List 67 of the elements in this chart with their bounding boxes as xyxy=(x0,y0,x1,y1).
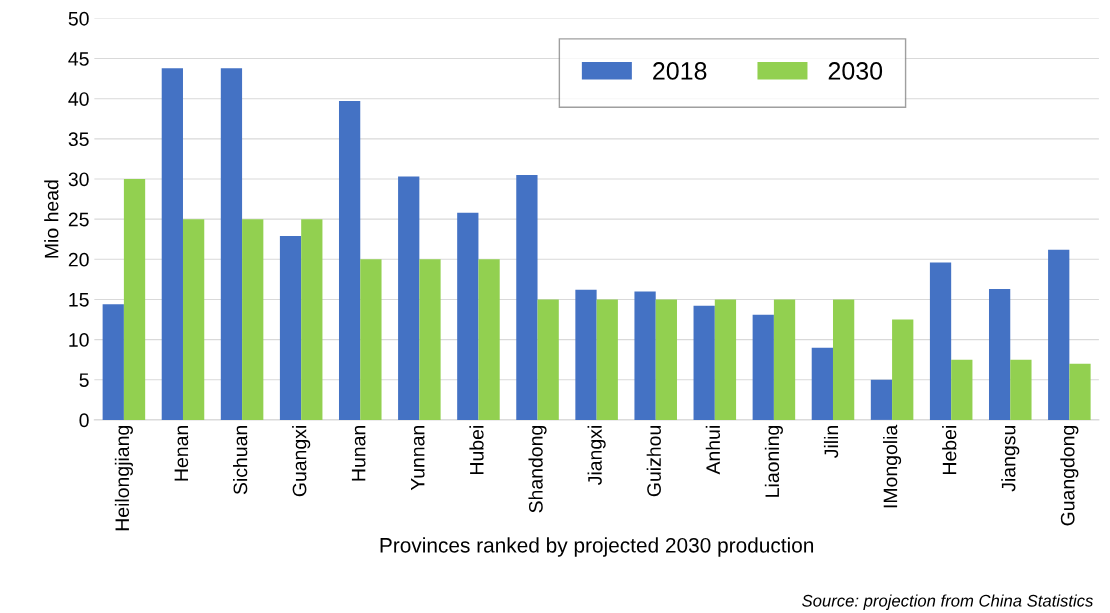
bar xyxy=(832,299,855,420)
bar xyxy=(951,359,973,420)
source-note: Source: projection from China Statistics xyxy=(802,594,1094,610)
bar xyxy=(811,347,833,420)
y-tick-label: 35 xyxy=(68,132,89,147)
bar xyxy=(123,179,146,420)
bar xyxy=(161,68,183,420)
legend-label: 2018 xyxy=(653,62,707,80)
x-tick-label: Guangdong xyxy=(1060,426,1079,526)
y-tick-label: 25 xyxy=(68,212,89,227)
bar xyxy=(714,299,737,420)
bar xyxy=(279,236,302,420)
bar xyxy=(892,319,914,420)
bar xyxy=(1048,249,1070,420)
bar xyxy=(1069,363,1091,420)
x-tick-label: Guangxi xyxy=(292,426,311,497)
y-tick-label: 50 xyxy=(68,11,89,26)
bar xyxy=(242,219,264,420)
bar xyxy=(478,259,500,420)
bar xyxy=(1010,359,1032,420)
bar xyxy=(773,299,796,420)
x-tick-label: Heilongjiang xyxy=(114,426,133,531)
bar xyxy=(929,262,952,420)
x-tick-label: Liaoning xyxy=(764,426,783,497)
y-tick-label: 5 xyxy=(79,373,89,387)
y-tick-label: 40 xyxy=(68,92,89,106)
x-tick-label: Guizhou xyxy=(646,426,661,497)
legend-label: 2030 xyxy=(828,62,883,80)
y-tick-label: 45 xyxy=(68,52,89,66)
bar xyxy=(988,289,1011,420)
bar xyxy=(419,259,441,420)
x-tick-label: Hebei xyxy=(942,426,957,474)
bar xyxy=(338,101,361,420)
bar xyxy=(634,291,656,420)
bar xyxy=(220,68,243,420)
bar xyxy=(537,299,559,420)
x-tick-label: Sichuan xyxy=(233,426,248,495)
bar xyxy=(301,219,323,420)
x-tick-label: Shandong xyxy=(528,426,547,513)
x-tick-label: Yunnan xyxy=(411,426,425,491)
bar xyxy=(102,304,124,420)
bar xyxy=(182,219,205,420)
y-axis-title: Mio head xyxy=(44,180,59,258)
bar xyxy=(398,176,420,420)
y-tick-label: 15 xyxy=(69,293,89,307)
x-tick-label: Anhui xyxy=(705,426,721,475)
x-tick-label: Jiangsu xyxy=(1001,426,1020,492)
y-tick-label: 20 xyxy=(68,252,89,267)
y-tick-label: 0 xyxy=(79,413,89,428)
x-tick-label: IMongolia xyxy=(883,424,902,508)
bar xyxy=(870,379,893,420)
x-tick-label: Jiangxi xyxy=(587,426,606,485)
x-tick-label: Hubei xyxy=(469,426,484,474)
x-axis-title: Provinces ranked by projected 2030 production xyxy=(380,537,814,557)
bar xyxy=(457,212,479,420)
bar xyxy=(655,299,677,420)
bar xyxy=(596,299,618,420)
bar xyxy=(516,174,538,420)
x-tick-label: Jilin xyxy=(823,426,839,458)
y-tick-label: 30 xyxy=(68,172,89,187)
bar xyxy=(693,305,715,420)
bar xyxy=(360,259,382,420)
bar xyxy=(752,314,774,420)
bar xyxy=(575,289,597,420)
y-tick-label: 10 xyxy=(69,333,89,347)
x-tick-label: Hunan xyxy=(351,426,366,481)
x-tick-label: Henan xyxy=(174,426,189,481)
